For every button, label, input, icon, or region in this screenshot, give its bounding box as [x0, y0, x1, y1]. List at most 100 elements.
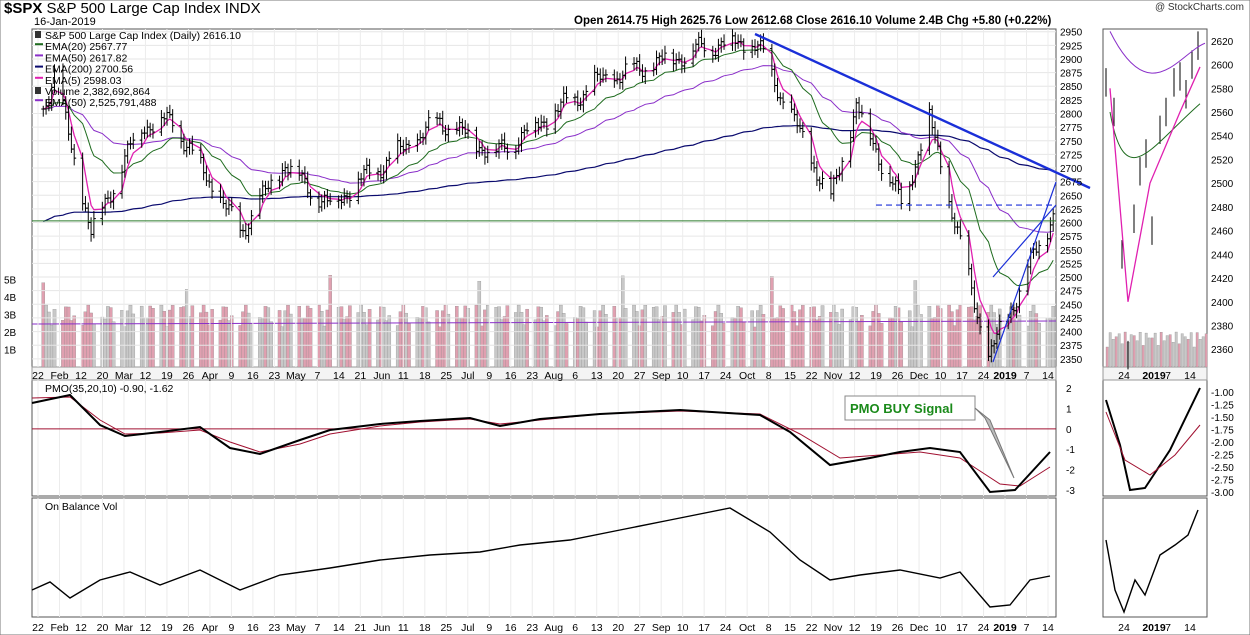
watermark: @ StockCharts.com	[1154, 2, 1244, 13]
zoom-volume-bar	[1141, 345, 1145, 368]
date-tick-label: Feb	[50, 370, 68, 382]
legend-label: Volume 2,382,692,864	[45, 86, 150, 98]
volume-bar	[623, 308, 628, 368]
zoom-volume-bar	[1195, 332, 1199, 368]
zoom-pmo-tick-label: -2.50	[1211, 463, 1234, 474]
pmo-tick-label: 0	[1066, 425, 1072, 436]
price-tick-label: 2425	[1060, 314, 1083, 325]
date-tick-label: 24	[720, 622, 732, 634]
volume-bar	[958, 305, 963, 368]
zoom-volume-bar	[1192, 346, 1196, 368]
pmo-tick-label: -3	[1066, 486, 1075, 497]
zoom-price-tick-label: 2540	[1211, 132, 1234, 143]
ohlc-readout: Open 2614.75 High 2625.76 Low 2612.68 Cl…	[574, 15, 1052, 27]
legend-swatch	[35, 76, 43, 79]
pmo-tick-label: -2	[1066, 466, 1075, 477]
date-tick-label: 19	[870, 370, 882, 382]
date-tick-label: 9	[228, 622, 234, 634]
zoom-volume-bar	[1129, 334, 1133, 368]
zoom-price-tick-label: 2560	[1211, 108, 1234, 119]
zoom-volume-bar	[1138, 332, 1142, 368]
zoom-pmo-line	[1105, 387, 1201, 492]
price-tick-label: 2675	[1060, 178, 1083, 189]
date-tick-label: 26	[892, 622, 904, 634]
date-tick-label: 8	[766, 370, 772, 382]
volume-bar	[190, 305, 195, 368]
legend-label: EMA(20) 2567.77	[45, 41, 127, 53]
price-tick-label: 2925	[1060, 41, 1083, 52]
date-tick-label: 8	[766, 622, 772, 634]
zoom-ema20-line	[1109, 103, 1201, 159]
volume-tick-label: 2B	[4, 328, 17, 339]
date-tick-label: Jun	[373, 370, 390, 382]
pmo-legend-label: PMO(35,20,10) -0.90, -1.62	[45, 383, 174, 395]
zoom-volume-bar	[1135, 340, 1139, 368]
date-tick-label: 16	[505, 370, 517, 382]
price-tick-label: 2525	[1060, 259, 1083, 270]
date-tick-label: 22	[806, 370, 818, 382]
date-tick-label: 20	[612, 370, 624, 382]
zoom-date-tick-label: 2019	[1142, 622, 1166, 634]
date-tick-label: 22	[806, 622, 818, 634]
price-tick-label: 2900	[1060, 55, 1083, 66]
date-tick-label: 22	[32, 622, 44, 634]
date-tick-label: Dec	[910, 622, 929, 634]
zoom-pmo-tick-label: -2.00	[1211, 438, 1234, 449]
zoom-date-tick-label: 14	[1184, 622, 1196, 634]
date-tick-label: 2019	[993, 370, 1017, 382]
price-tick-label: 2575	[1060, 232, 1083, 243]
date-tick-label: 14	[333, 370, 345, 382]
chart-title: $SPX S&P 500 Large Cap Index INDX	[4, 0, 261, 17]
date-tick-label: Mar	[115, 622, 134, 634]
zoom-volume-bar	[1105, 346, 1109, 368]
date-tick-label: 9	[228, 370, 234, 382]
legend-swatch	[35, 99, 43, 102]
date-tick-label: 17	[956, 622, 968, 634]
zoom-pmo-signal-line	[1105, 411, 1201, 476]
legend-marker	[35, 31, 41, 38]
date-tick-label: 17	[698, 370, 710, 382]
volume-bar	[328, 275, 332, 368]
volume-bar	[741, 321, 746, 368]
volume-bar	[584, 321, 588, 368]
volume-bar	[663, 305, 667, 368]
date-tick-label: Apr	[202, 622, 219, 634]
zoom-volume-bar	[1114, 336, 1118, 368]
volume-bar	[1017, 314, 1022, 368]
date-tick-label: 21	[354, 370, 366, 382]
zoom-ema50-line	[1109, 31, 1206, 74]
volume-bar	[52, 309, 57, 368]
zoom-volume-bar	[1174, 331, 1178, 368]
date-tick-label: 6	[572, 370, 578, 382]
price-tick-label: 2700	[1060, 164, 1083, 175]
zoom-volume-bar	[1168, 334, 1172, 368]
date-tick-label: 23	[269, 370, 281, 382]
date-tick-label: 12	[140, 370, 152, 382]
date-tick-label: Aug	[544, 622, 563, 634]
date-tick-label: 19	[161, 622, 173, 634]
date-tick-label: Mar	[115, 370, 134, 382]
uptrend-line-upper	[992, 204, 1057, 278]
obv-legend-label: On Balance Vol	[45, 501, 117, 513]
date-tick-label: Nov	[824, 622, 843, 634]
zoom-date-tick-label: 24	[1118, 622, 1130, 634]
pmo-line	[31, 393, 1051, 494]
legend-marker	[35, 87, 41, 94]
date-tick-label: 22	[32, 370, 44, 382]
date-tick-label: 10	[935, 622, 947, 634]
pmo-tick-label: -1	[1066, 445, 1075, 456]
date-tick-label: 17	[698, 622, 710, 634]
zoom-volume-bar	[1147, 337, 1151, 368]
zoom-volume-bar	[1186, 339, 1190, 368]
chart-date: 16-Jan-2019	[34, 16, 96, 28]
zoom-price-tick-label: 2620	[1211, 37, 1234, 48]
zoom-price-tick-label: 2460	[1211, 227, 1234, 238]
date-tick-label: 20	[612, 622, 624, 634]
volume-bar	[387, 315, 392, 368]
date-tick-label: 10	[677, 622, 689, 634]
date-tick-label: 27	[634, 622, 646, 634]
callout-box	[844, 395, 976, 421]
zoom-volume-bar	[1189, 332, 1193, 368]
zoom-price-tick-label: 2480	[1211, 203, 1234, 214]
